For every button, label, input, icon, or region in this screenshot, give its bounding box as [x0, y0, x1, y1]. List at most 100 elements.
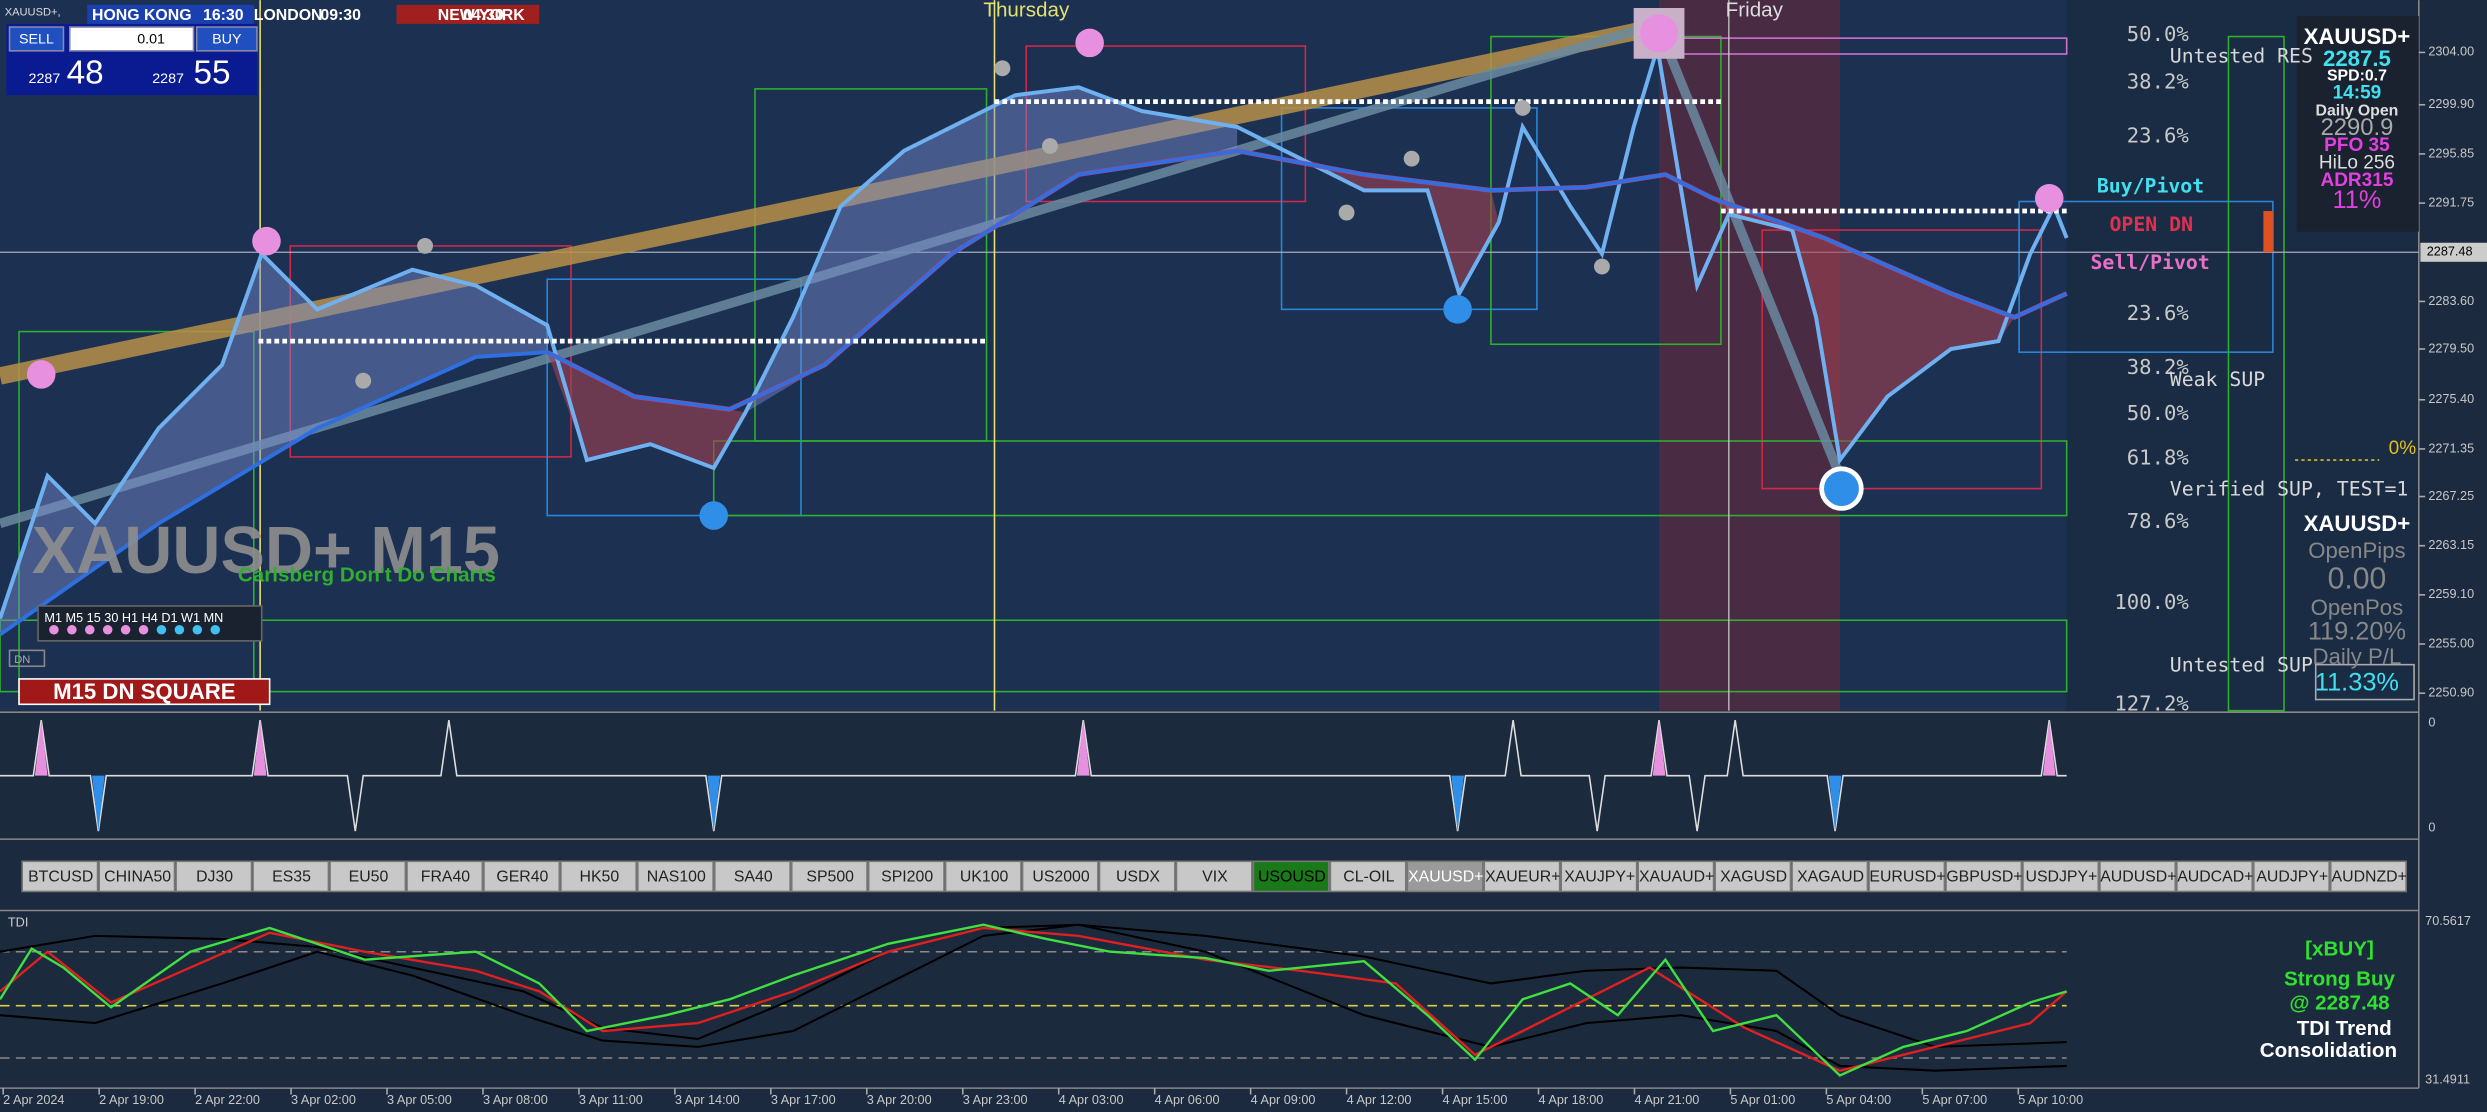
symbol-button[interactable] [1945, 860, 2023, 893]
symbol-button[interactable] [1098, 860, 1176, 893]
symbol-button-label: DJ30 [196, 868, 233, 885]
timeframe-dot [102, 624, 113, 635]
symbol-button[interactable] [1021, 860, 1099, 893]
symbol-button[interactable] [483, 860, 561, 893]
symbol-button-label: GER40 [496, 868, 548, 885]
fib-level: 38.2% [2127, 70, 2190, 94]
zone-label: Weak SUP [2170, 368, 2265, 391]
symbol-button[interactable] [1714, 860, 1792, 893]
timeframe-dot [67, 624, 77, 635]
symbol-button-label: ES35 [272, 868, 311, 885]
session-name: LONDON [254, 7, 323, 24]
symbol-button[interactable] [1406, 860, 1484, 893]
symbol-button-label: AUDUSD+ [2100, 868, 2176, 885]
timeframe-dot [174, 624, 185, 635]
symbol-button[interactable] [2099, 860, 2177, 893]
zone-box [2227, 35, 2285, 712]
marker [252, 226, 281, 256]
symbol-button[interactable] [2176, 860, 2253, 893]
symbol-button[interactable] [790, 860, 868, 893]
symbol-button[interactable] [329, 860, 407, 893]
symbol-button[interactable] [867, 860, 945, 893]
symbol-button[interactable] [1637, 860, 1715, 893]
tdi-strength: Strong Buy [2284, 968, 2396, 991]
sell-button[interactable] [8, 26, 65, 52]
account-open-pos: 119.20% [2308, 618, 2406, 646]
session-name: HONG KONG [92, 7, 192, 24]
symbol-button[interactable] [21, 860, 99, 893]
symbol-button[interactable] [713, 860, 791, 893]
fib-level: 61.8% [2127, 445, 2190, 469]
timeframe-dot [49, 624, 59, 635]
info-price: 2287.5 [2323, 46, 2391, 71]
symbol-button[interactable] [637, 860, 714, 893]
tdi-trend: Consolidation [2260, 1039, 2397, 1062]
time-tick-label: 4 Apr 06:00 [1155, 1093, 1220, 1107]
symbol-button-label: USDJPY+ [2025, 868, 2097, 885]
day-label: Thursday [983, 0, 1070, 22]
time-tick-label: 3 Apr 14:00 [675, 1093, 740, 1107]
timeframe-dot [120, 624, 131, 635]
price-tick-label: 2291.75 [2428, 195, 2474, 209]
symbol-button[interactable] [1560, 860, 1638, 893]
symbol-button-label: CHINA50 [104, 868, 171, 885]
signal-spike [2042, 720, 2056, 776]
fib-level: 50.0% [2127, 22, 2190, 46]
timeframes: M1 M5 15 30 H1 H4 D1 W1 MN [44, 611, 223, 625]
marker [355, 372, 372, 389]
marker [1824, 471, 1859, 507]
symbol-button-label: US2000 [1032, 868, 1089, 885]
symbol-button[interactable] [1329, 860, 1407, 893]
tdi-rsi [0, 923, 2068, 1077]
signal-spike [707, 775, 721, 832]
signal-label: M15 DN SQUARE [53, 679, 235, 704]
signal-spike [1652, 720, 1666, 776]
signal-spike [253, 720, 267, 776]
timeframe-dot [192, 624, 203, 635]
info-daily-open-label: Daily Open [2316, 102, 2399, 119]
symbol-button[interactable] [98, 860, 176, 893]
tdi-title: TDI [8, 916, 28, 930]
fib-level: 23.6% [2127, 301, 2190, 325]
symbol-button[interactable] [175, 860, 253, 893]
symbol-button[interactable] [1483, 860, 1561, 893]
buy-label: BUY [212, 31, 242, 47]
time-tick-label: 5 Apr 04:00 [1826, 1093, 1891, 1107]
time-tick-label: 5 Apr 01:00 [1730, 1093, 1795, 1107]
marker [699, 501, 729, 530]
fib-level: 100.0% [2114, 590, 2189, 614]
pl-box [2314, 663, 2415, 701]
symbol-button[interactable] [1175, 860, 1253, 893]
symbol-button[interactable] [1252, 860, 1330, 893]
current-price-label: 2287.48 [2427, 245, 2473, 259]
symbol-button[interactable] [2252, 860, 2330, 893]
symbol-button-label: SPI200 [881, 868, 933, 885]
account-open-pips: 0.00 [2328, 563, 2387, 596]
symbol-button-label: CL-OIL [1343, 868, 1394, 885]
zone-label: Sell/Pivot [2090, 251, 2209, 274]
time-tick-label: 3 Apr 20:00 [867, 1093, 932, 1107]
trend-fill [1712, 198, 2015, 461]
current-price-box [2420, 242, 2487, 262]
symbol-button[interactable] [2022, 860, 2100, 893]
lot-field[interactable] [68, 26, 195, 52]
symbol-button-label: SA40 [734, 868, 773, 885]
watermark: XAUUSD+ M15 [32, 514, 500, 588]
time-tick-label: 2 Apr 22:00 [195, 1093, 260, 1107]
symbol-button-label: XAUUSD+ [1408, 868, 1483, 885]
symbol-button[interactable] [2329, 860, 2407, 893]
tdi-trend-label: TDI Trend [2297, 1017, 2392, 1040]
symbol-button[interactable] [944, 860, 1022, 893]
symbol-button[interactable] [406, 860, 484, 893]
signal-spike [34, 720, 48, 776]
symbol-button[interactable] [560, 860, 638, 893]
symbol-button[interactable] [1791, 860, 1869, 893]
symbol-button-label: GBPUSD+ [1946, 868, 2022, 885]
symbol-button[interactable] [252, 860, 330, 893]
buy-button[interactable] [195, 26, 258, 52]
symbol-button[interactable] [1868, 860, 1946, 893]
time-tick-label: 5 Apr 10:00 [2018, 1093, 2083, 1107]
zone-box [2018, 200, 2274, 353]
timeframe-box [37, 605, 263, 642]
